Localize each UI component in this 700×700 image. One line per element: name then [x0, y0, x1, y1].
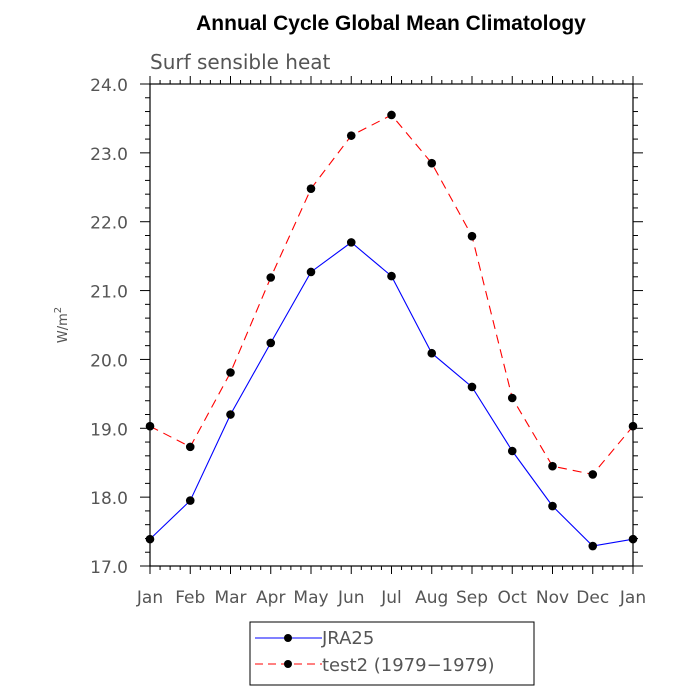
data-point [226, 368, 235, 377]
x-tick-label: Jan [619, 588, 646, 608]
data-point [346, 238, 356, 247]
data-point [588, 541, 598, 551]
y-tick-label: 17.0 [90, 558, 128, 578]
data-point [185, 496, 195, 505]
data-point [145, 421, 155, 431]
series-group [145, 110, 638, 551]
svg-text:W/m2: W/m2 [53, 307, 71, 343]
x-tick-label: Jul [380, 588, 402, 608]
x-tick-label: Nov [536, 588, 569, 608]
y-tick-label: 24.0 [90, 76, 128, 96]
x-tick-label: Feb [175, 588, 205, 608]
legend-label-jra25: JRA25 [321, 628, 374, 649]
data-point [226, 410, 235, 419]
axis-ticks [140, 76, 643, 574]
data-point [266, 338, 276, 348]
data-point [387, 110, 396, 120]
data-point [306, 267, 316, 277]
data-point [346, 131, 356, 140]
x-tick-label: Jun [337, 588, 365, 608]
x-tick-labels: Jan Feb Mar Apr May Jun Jul Aug Sep Oct Nov Dec Jan [136, 588, 646, 608]
legend-marker-jra25 [284, 634, 292, 642]
data-point [185, 442, 195, 452]
x-tick-label: Apr [256, 588, 285, 608]
legend: JRA25 test2 (1979−1979) [249, 621, 535, 686]
y-tick-label: 21.0 [90, 283, 128, 303]
data-point [548, 501, 557, 511]
x-tick-label: Jan [136, 588, 163, 608]
x-tick-label: Sep [456, 588, 488, 608]
x-tick-label: May [293, 588, 328, 608]
y-tick-labels: 17.0 18.0 19.0 20.0 21.0 22.0 23.0 24.0 [90, 76, 128, 578]
data-point [467, 231, 477, 241]
data-point [266, 273, 276, 282]
y-tick-label: 23.0 [90, 145, 128, 165]
data-point [628, 534, 638, 544]
data-point [427, 348, 437, 358]
y-axis-label-sup: 2 [53, 307, 64, 313]
legend-marker-test2 [284, 660, 292, 668]
y-axis-label: W/m2 [53, 307, 71, 343]
y-axis-label-text: W/m [56, 313, 71, 343]
data-point [306, 184, 316, 193]
y-tick-label: 18.0 [90, 489, 128, 509]
x-tick-label: Dec [576, 588, 609, 608]
legend-label-test2: test2 (1979−1979) [322, 655, 495, 676]
data-point [467, 382, 477, 392]
y-tick-label: 22.0 [90, 214, 128, 234]
series-line-0 [149, 241, 634, 547]
y-tick-label: 19.0 [90, 420, 128, 440]
data-point [507, 446, 517, 456]
data-point [145, 534, 155, 544]
plot-frame [149, 83, 634, 567]
legend-box [249, 621, 535, 686]
data-point [427, 158, 437, 168]
y-tick-label: 20.0 [90, 351, 128, 371]
data-point [588, 470, 598, 479]
x-tick-label: Mar [214, 588, 246, 608]
chart-subtitle: Surf sensible heat [150, 50, 331, 74]
x-tick-label: Aug [415, 588, 448, 608]
data-point [548, 461, 557, 471]
data-point [507, 393, 517, 403]
series-line-1 [149, 114, 634, 476]
data-point [628, 421, 638, 431]
data-point [387, 271, 396, 281]
x-tick-label: Oct [498, 588, 528, 608]
chart-title: Annual Cycle Global Mean Climatology [196, 12, 586, 35]
